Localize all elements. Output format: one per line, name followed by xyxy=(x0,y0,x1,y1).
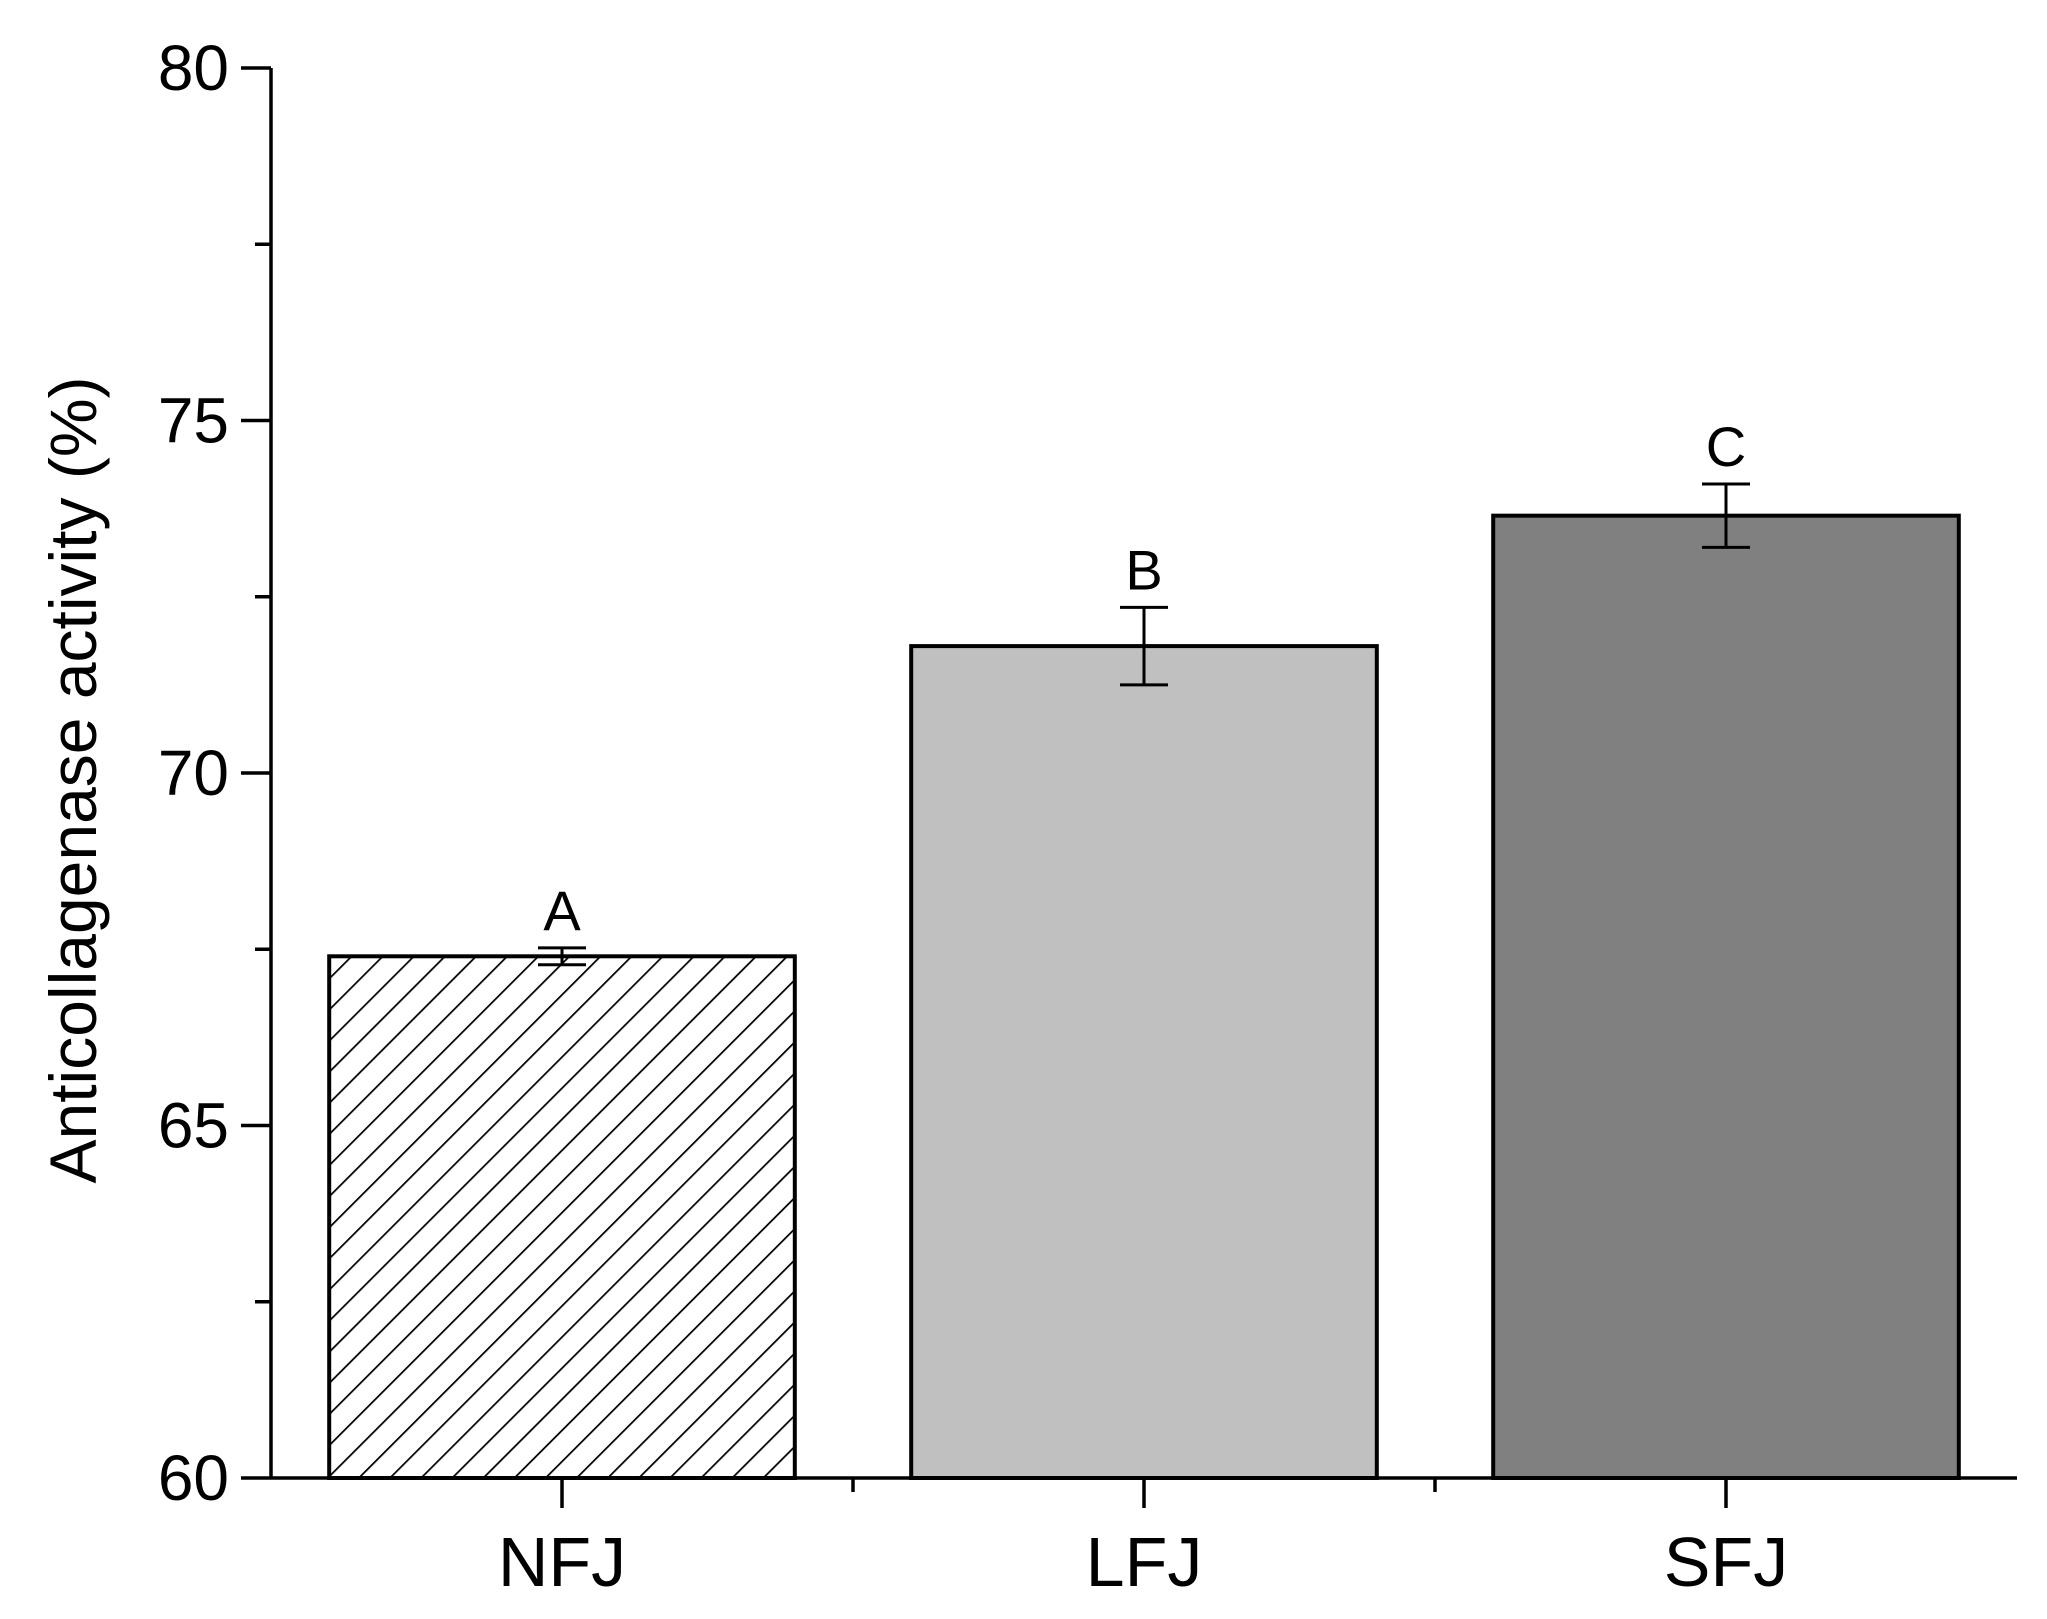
y-tick-label: 60 xyxy=(158,1442,229,1514)
significance-label: B xyxy=(1125,538,1162,601)
y-ticks-layer: 60 65 70 75 80 xyxy=(158,32,271,1514)
significance-label: C xyxy=(1706,415,1746,478)
bar-sfj xyxy=(1491,513,1961,1480)
error-bars-layer xyxy=(538,482,1750,967)
x-tick-label: LFJ xyxy=(1086,1523,1203,1601)
y-axis-label: Anticollagenase activity (%) xyxy=(36,376,110,1183)
y-tick-label: 65 xyxy=(158,1090,229,1162)
error-bar-nfj xyxy=(538,946,586,967)
error-bar-lfj xyxy=(1120,605,1168,687)
x-tick-label: SFJ xyxy=(1664,1523,1788,1601)
error-bar-sfj xyxy=(1702,482,1750,549)
x-ticks-layer: NFJ LFJ SFJ xyxy=(498,1478,1788,1601)
y-tick-label: 75 xyxy=(158,385,229,457)
significance-label: A xyxy=(543,879,581,942)
bar-nfj xyxy=(327,954,797,1480)
x-tick-label: NFJ xyxy=(498,1523,626,1601)
bar-lfj xyxy=(909,644,1379,1480)
significance-labels-layer: A B C xyxy=(543,415,1746,942)
y-tick-label: 80 xyxy=(158,32,229,104)
y-tick-label: 70 xyxy=(158,737,229,809)
